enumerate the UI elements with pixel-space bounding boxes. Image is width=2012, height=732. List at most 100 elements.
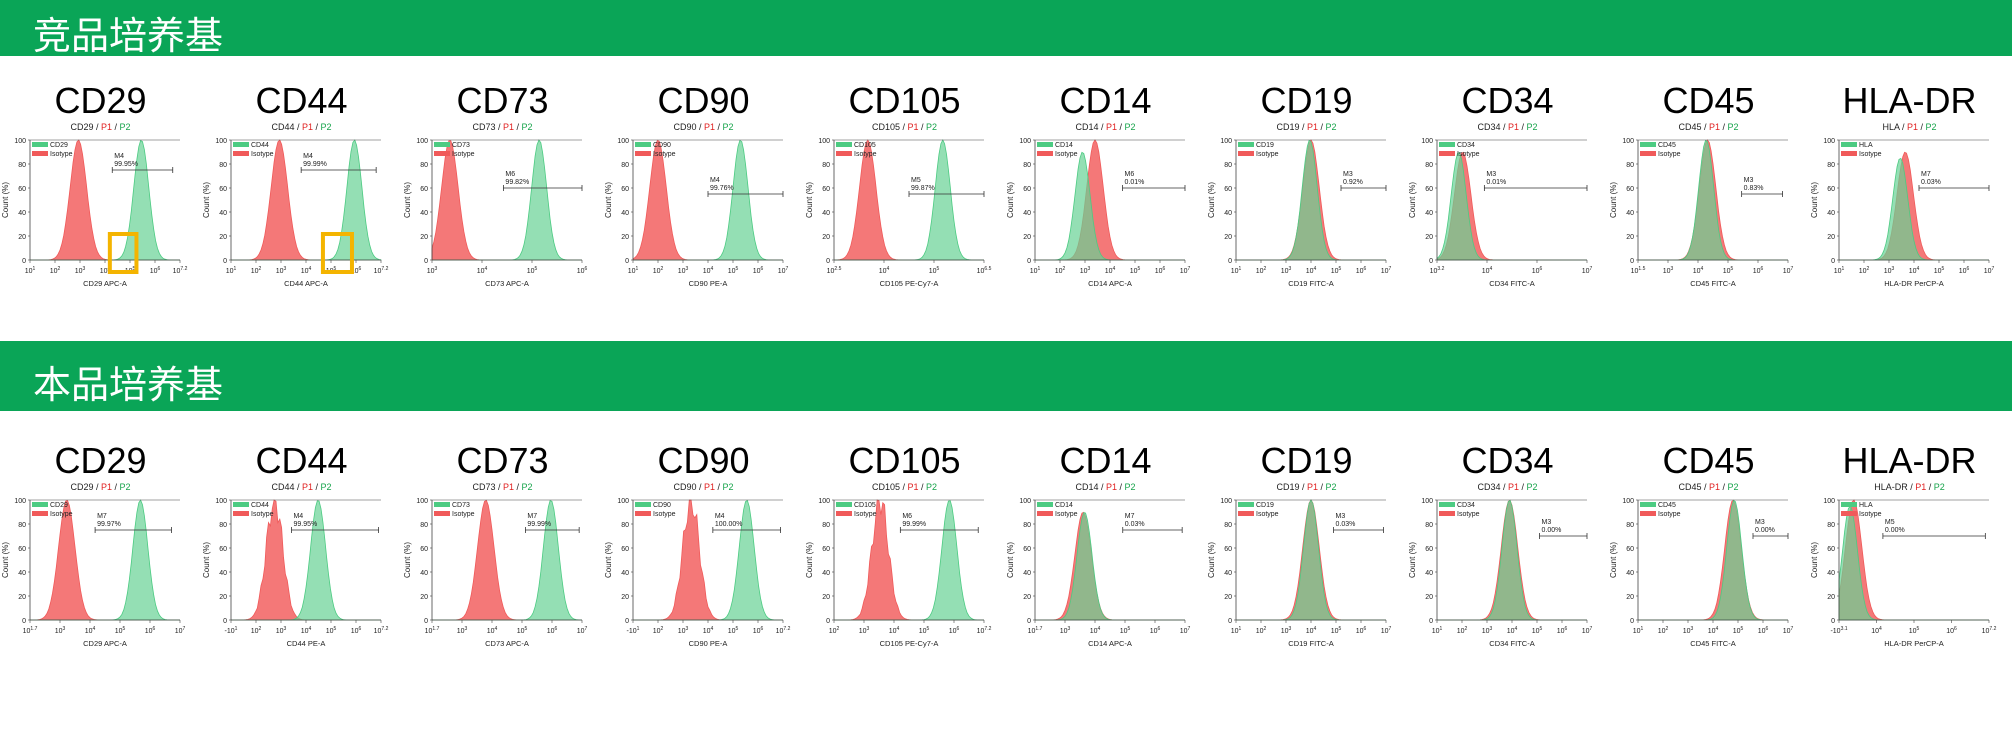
legend-marker-label: CD14	[1055, 142, 1073, 149]
y-tick-label: 100	[1019, 138, 1031, 145]
y-tick-label: 20	[1224, 594, 1232, 601]
legend-marker-label: CD19	[1256, 502, 1274, 509]
gate-label: M4	[114, 153, 124, 160]
x-tick-label: 104	[1871, 626, 1882, 635]
x-tick-label: 102	[1457, 626, 1468, 635]
x-tick-label: 103.2	[1430, 266, 1445, 275]
histogram-panel: CD105 CD105 / P1 / P2 Count (%) 0 20 40 60 80 10…	[804, 60, 1005, 335]
histogram-svg: Count (%) 0 20 40 60 80 100 CD14 Isotype M60.01% 1…	[1006, 138, 1191, 288]
legend-isotype-label: Isotype	[452, 151, 475, 158]
gate-label: M4	[715, 513, 725, 520]
legend-isotype-label: Isotype	[1055, 511, 1078, 518]
y-tick-label: 20	[822, 234, 830, 241]
y-axis-label: Count (%)	[1408, 542, 1417, 578]
y-tick-label: 100	[1019, 498, 1031, 505]
histogram-svg: Count (%) 0 20 40 60 80 100 CD19 Isotype M30.03% 1…	[1207, 498, 1392, 648]
gate-percentage: 0.83%	[1744, 185, 1764, 192]
legend-isotype-label: Isotype	[1658, 511, 1681, 518]
legend: CD19 Isotype	[1238, 502, 1279, 518]
x-tick-label: 106	[150, 266, 161, 275]
histogram-panel: CD34 CD34 / P1 / P2 Count (%) 0 20 40 60 80 100 C…	[1407, 60, 1608, 335]
x-tick-label: 104	[1693, 266, 1704, 275]
gate-reference: CD14 / P1 / P2	[1075, 482, 1136, 492]
p1-label: P1	[1306, 122, 1318, 132]
x-tick-label: 107	[1783, 266, 1794, 275]
p2-label: P2	[320, 122, 332, 132]
x-tick-label: 107	[1381, 266, 1392, 275]
marker-title: CD29	[54, 440, 147, 481]
legend-isotype-label: Isotype	[1256, 511, 1279, 518]
x-tick-label: 106	[145, 626, 156, 635]
x-tick-label: 107	[1984, 266, 1995, 275]
y-tick-label: 0	[1228, 618, 1232, 625]
legend-marker-label: CD73	[452, 502, 470, 509]
y-tick-label: 40	[18, 210, 26, 217]
y-tick-label: 0	[826, 258, 830, 265]
x-tick-label: 101.7	[1028, 626, 1043, 635]
gate-percentage: 0.01%	[1125, 179, 1145, 186]
x-tick-label: -103.1	[1830, 626, 1847, 635]
section-title-competitor: 竞品培养基	[33, 14, 224, 58]
marker-title: CD34	[1461, 80, 1554, 121]
y-tick-label: 0	[1831, 258, 1835, 265]
y-tick-label: 100	[818, 498, 830, 505]
p1-label: P1	[1507, 122, 1519, 132]
legend: CD34 Isotype	[1439, 502, 1480, 518]
p1-label: P1	[1105, 482, 1117, 492]
gate-reference: CD44 / P1 / P2	[271, 482, 332, 492]
legend-isotype-swatch	[1640, 511, 1656, 516]
y-tick-label: 60	[18, 546, 26, 553]
x-tick-label: 101	[1834, 266, 1845, 275]
x-tick-label: 107.2	[776, 626, 791, 635]
p1-label: P1	[502, 122, 514, 132]
x-tick-label: 107	[1582, 266, 1593, 275]
legend-marker-label: CD105	[854, 502, 876, 509]
isotype-histogram	[431, 140, 582, 261]
x-tick-label: 103	[1060, 626, 1071, 635]
y-tick-label: 80	[420, 522, 428, 529]
x-axis-label: CD34 FITC-A	[1489, 639, 1534, 648]
x-tick-label: 104	[1507, 626, 1518, 635]
legend-isotype-label: Isotype	[452, 511, 475, 518]
x-tick-label: 105	[1934, 266, 1945, 275]
x-tick-label: 106	[1532, 266, 1543, 275]
p2-label: P2	[722, 482, 734, 492]
x-tick-label: 102	[251, 266, 262, 275]
x-tick-label: 107	[1381, 626, 1392, 635]
x-axis-label: CD19 FITC-A	[1288, 639, 1333, 648]
legend-isotype-label: Isotype	[251, 151, 274, 158]
legend: CD29 Isotype	[32, 142, 73, 158]
y-tick-label: 20	[1224, 234, 1232, 241]
y-axis-label: Count (%)	[202, 182, 211, 218]
gate-label: M3	[1336, 513, 1346, 520]
p2-label: P2	[926, 482, 938, 492]
x-tick-label: 103	[1482, 626, 1493, 635]
x-tick-label: 101.5	[1631, 266, 1646, 275]
gate-reference: CD45 / P1 / P2	[1678, 122, 1739, 132]
gate-percentage: 0.03%	[1125, 521, 1145, 528]
x-tick-label: 103	[678, 266, 689, 275]
legend: CD45 Isotype	[1640, 142, 1681, 158]
x-axis-label: CD29 APC-A	[83, 279, 127, 288]
legend-isotype-label: Isotype	[1055, 151, 1078, 158]
gate-label: M7	[1921, 171, 1931, 178]
legend-isotype-swatch	[434, 511, 450, 516]
gate-label: M5	[1885, 519, 1895, 526]
legend-isotype-label: Isotype	[1658, 151, 1681, 158]
y-tick-label: 100	[818, 138, 830, 145]
y-tick-label: 80	[1626, 522, 1634, 529]
x-tick-label: 106	[547, 626, 558, 635]
legend-isotype-swatch	[32, 151, 48, 156]
y-axis-label: Count (%)	[604, 542, 613, 578]
y-tick-label: 60	[1827, 546, 1835, 553]
histogram-panel: CD44 CD44 / P1 / P2 Count (%) 0 20 40 60 80 100 C…	[201, 60, 402, 335]
x-tick-label: 104	[477, 266, 488, 275]
y-tick-label: 80	[219, 162, 227, 169]
isotype-histogram	[632, 139, 783, 261]
legend-isotype-swatch	[836, 511, 852, 516]
y-tick-label: 80	[219, 522, 227, 529]
x-axis-label: CD73 APC-A	[485, 639, 529, 648]
x-tick-label: 103	[1080, 266, 1091, 275]
x-tick-label: 102	[653, 626, 664, 635]
gate-percentage: 99.82%	[505, 179, 529, 186]
